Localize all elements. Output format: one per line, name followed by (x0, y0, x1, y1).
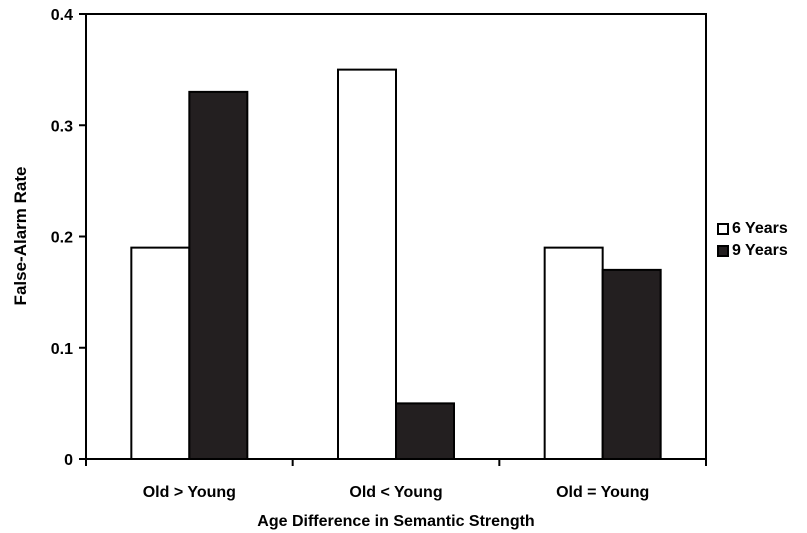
legend-swatch-9-years (717, 245, 729, 257)
y-tick-label: 0.3 (51, 118, 73, 135)
x-tick-label: Old < Young (349, 484, 442, 501)
legend: 6 Years 9 Years (717, 218, 788, 262)
bar-6-years (130, 246, 191, 460)
y-tick-label: 0.4 (51, 7, 73, 24)
x-axis: Old > Young Old < Young Old = Young (85, 459, 707, 501)
legend-item-9-years: 9 Years (717, 240, 788, 262)
legend-swatch-6-years (717, 223, 729, 235)
y-axis: 0 0.1 0.2 0.3 0.4 (51, 7, 86, 469)
x-tick-label: Old > Young (143, 484, 236, 501)
y-tick-label: 0.1 (51, 341, 73, 358)
legend-label-6-years: 6 Years (732, 220, 788, 237)
legend-label-9-years: 9 Years (732, 242, 788, 259)
bar-9-years (395, 402, 455, 460)
y-tick-label: 0.2 (51, 230, 73, 247)
bars (130, 68, 662, 460)
x-axis-label: Age Difference in Semantic Strength (257, 513, 534, 530)
x-tick-label: Old = Young (556, 484, 649, 501)
bar-9-years (601, 268, 662, 460)
bar-6-years (337, 68, 397, 460)
legend-item-6-years: 6 Years (717, 218, 788, 240)
y-axis-label: False-Alarm Rate (11, 167, 30, 306)
y-tick-label: 0 (64, 452, 73, 469)
bar-9-years (188, 90, 249, 460)
bar-6-years (543, 246, 604, 460)
